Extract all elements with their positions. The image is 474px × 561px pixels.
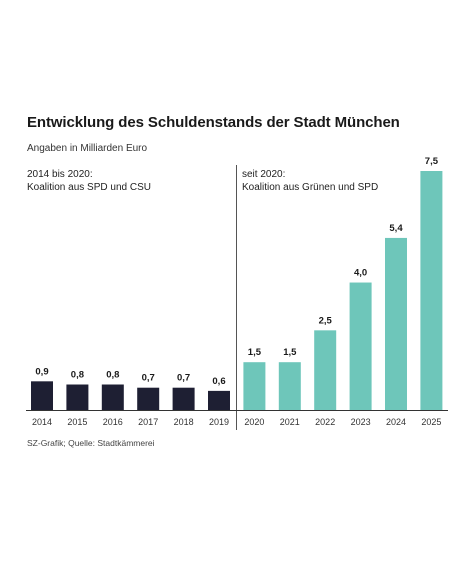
bar-2014 bbox=[31, 381, 53, 410]
bar-2022 bbox=[314, 330, 337, 410]
bar-2015 bbox=[66, 384, 89, 410]
value-label-2014: 0,9 bbox=[35, 366, 48, 377]
bar-2021 bbox=[278, 362, 301, 410]
tick-label-2014: 2014 bbox=[32, 417, 52, 427]
value-label-2016: 0,8 bbox=[106, 370, 119, 381]
tick-label-2015: 2015 bbox=[67, 417, 87, 427]
value-label-2015: 0,8 bbox=[71, 370, 84, 381]
bar-2019 bbox=[208, 390, 230, 410]
chart-subtitle: Angaben in Milliarden Euro bbox=[27, 143, 148, 154]
period-right-line2: Koalition aus Grünen und SPD bbox=[242, 182, 379, 193]
tick-label-2022: 2022 bbox=[315, 417, 335, 427]
value-label-2020: 1,5 bbox=[248, 347, 262, 358]
bar-2016 bbox=[101, 384, 124, 410]
value-label-2021: 1,5 bbox=[283, 347, 297, 358]
value-label-2019: 0,6 bbox=[212, 376, 225, 387]
value-label-2025: 7,5 bbox=[425, 156, 439, 167]
bar-2023 bbox=[349, 282, 372, 410]
chart-title: Entwicklung des Schuldenstands der Stadt… bbox=[27, 114, 400, 131]
tick-label-2017: 2017 bbox=[138, 417, 158, 427]
period-label-left: 2014 bis 2020: Koalition aus SPD und CSU bbox=[27, 168, 151, 194]
bar-2017 bbox=[137, 387, 160, 410]
tick-label-2019: 2019 bbox=[209, 417, 229, 427]
tick-label-2023: 2023 bbox=[351, 417, 371, 427]
period-label-right: seit 2020: Koalition aus Grünen und SPD bbox=[242, 168, 378, 194]
bar-2020 bbox=[243, 362, 266, 410]
source-note: SZ-Grafik; Quelle: Stadtkämmerei bbox=[27, 438, 155, 448]
tick-label-2021: 2021 bbox=[280, 417, 300, 427]
period-right-line1: seit 2020: bbox=[242, 169, 286, 180]
period-left-line2: Koalition aus SPD und CSU bbox=[27, 182, 151, 193]
value-label-2024: 5,4 bbox=[389, 223, 403, 234]
tick-label-2025: 2025 bbox=[421, 417, 441, 427]
period-left-line1: 2014 bis 2020: bbox=[27, 169, 93, 180]
tick-label-2018: 2018 bbox=[174, 417, 194, 427]
bar-2024 bbox=[385, 237, 407, 410]
value-label-2023: 4,0 bbox=[354, 268, 367, 279]
value-label-2022: 2,5 bbox=[319, 315, 333, 326]
tick-label-2016: 2016 bbox=[103, 417, 123, 427]
bar-2018 bbox=[172, 387, 195, 410]
value-label-2017: 0,7 bbox=[142, 373, 155, 384]
value-label-2018: 0,7 bbox=[177, 373, 190, 384]
tick-label-2020: 2020 bbox=[244, 417, 264, 427]
bar-2025 bbox=[420, 171, 443, 410]
tick-label-2024: 2024 bbox=[386, 417, 406, 427]
